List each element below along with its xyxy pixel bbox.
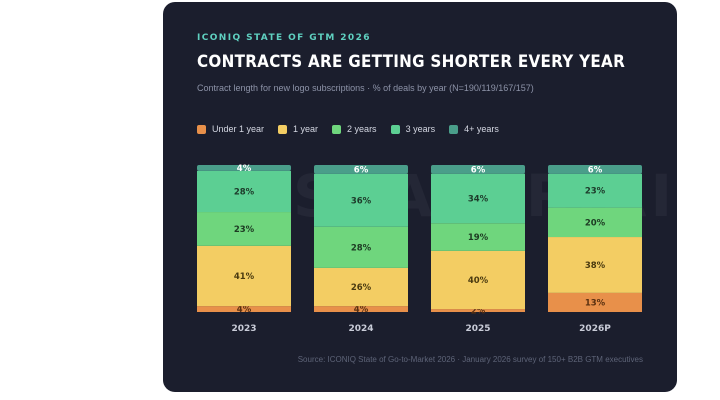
data-label: 13% <box>585 298 606 308</box>
data-label: 20% <box>585 218 606 228</box>
legend-swatch <box>278 124 288 134</box>
data-label: 26% <box>351 283 372 293</box>
x-tick-label: 2023 <box>231 324 256 334</box>
source-note: Source: ICONIQ State of Go-to-Market 202… <box>297 355 643 364</box>
data-label: 34% <box>468 194 489 204</box>
bar-segment <box>314 306 408 312</box>
chart-title: CONTRACTS ARE GETTING SHORTER EVERY YEAR <box>197 52 626 71</box>
data-label: 6% <box>354 165 369 175</box>
bar-segment <box>314 226 408 268</box>
bar-segment <box>197 212 291 246</box>
data-label: 40% <box>468 276 489 286</box>
legend-item-under-1-year: Under 1 year <box>197 124 264 134</box>
x-tick-label: 2026P <box>579 324 611 334</box>
data-label: 23% <box>234 225 255 235</box>
bar-segment <box>548 173 642 208</box>
legend-swatch <box>332 124 342 134</box>
legend-item-4-plus-years: 4+ years <box>449 124 499 134</box>
legend-label: 1 year <box>293 124 319 134</box>
data-label: 28% <box>234 187 255 197</box>
bar-segment <box>314 267 408 307</box>
legend-swatch <box>449 124 459 134</box>
bar-segment <box>548 207 642 238</box>
stacked-bar-chart: 4% 41% 23% 28% 4% 2023 4% 26% 28% 36% 6% 2024 2% 40% 1… <box>197 164 642 334</box>
bar-segment <box>431 250 525 310</box>
data-label: 19% <box>468 233 489 243</box>
bar-segment <box>197 306 291 312</box>
data-label: 4% <box>237 305 252 315</box>
legend-label: Under 1 year <box>212 124 265 134</box>
x-tick-label: 2025 <box>465 324 490 334</box>
data-label: 23% <box>585 187 606 197</box>
legend-label: 3 years <box>405 124 436 134</box>
legend-item-1-year: 1 year <box>278 124 318 134</box>
legend-item-2-years: 2 years <box>332 124 377 134</box>
bar-stack-2023: 4% 41% 23% 28% 4% <box>197 164 291 315</box>
chart-legend: Under 1 year 1 year 2 years 3 years 4+ y… <box>197 124 499 134</box>
bar-segment <box>197 170 291 213</box>
legend-swatch <box>197 124 206 134</box>
data-label: 36% <box>351 196 372 206</box>
bar-segment <box>197 165 291 171</box>
legend-swatch <box>390 124 400 134</box>
report-eyebrow: ICONIQ STATE OF GTM 2026 <box>197 33 371 43</box>
bar-segment <box>431 223 525 251</box>
data-label: 4% <box>237 164 252 174</box>
chart-card: SAASTR.AI ICONIQ STATE OF GTM 2026 CONTR… <box>163 2 677 392</box>
bar-stack-2026p: 13% 38% 20% 23% 6% <box>548 165 642 312</box>
x-tick-label: 2024 <box>348 324 373 334</box>
bar-segment <box>314 165 408 174</box>
bar-segment <box>548 237 642 293</box>
bar-segment <box>431 173 525 224</box>
legend-label: 2 years <box>347 124 377 134</box>
data-label: 38% <box>585 261 606 271</box>
chart-subtitle: Contract length for new logo subscriptio… <box>197 83 534 93</box>
data-label: 6% <box>471 165 486 175</box>
bar-segment <box>197 245 291 307</box>
legend-label: 4+ years <box>464 124 499 134</box>
data-label: 41% <box>234 272 255 282</box>
bar-stack-2025: 2% 40% 19% 34% 6% <box>431 165 525 317</box>
bar-stack-2024: 4% 26% 28% 36% 6% <box>314 165 408 315</box>
bar-segment <box>314 173 408 227</box>
bar-segment <box>431 309 525 312</box>
data-label: 2% <box>471 307 486 317</box>
bar-segment <box>548 165 642 174</box>
bar-segment <box>548 292 642 312</box>
data-label: 4% <box>354 305 369 315</box>
legend-item-3-years: 3 years <box>390 124 436 134</box>
data-label: 6% <box>588 165 603 175</box>
data-label: 28% <box>351 243 372 253</box>
bar-segment <box>431 165 525 174</box>
